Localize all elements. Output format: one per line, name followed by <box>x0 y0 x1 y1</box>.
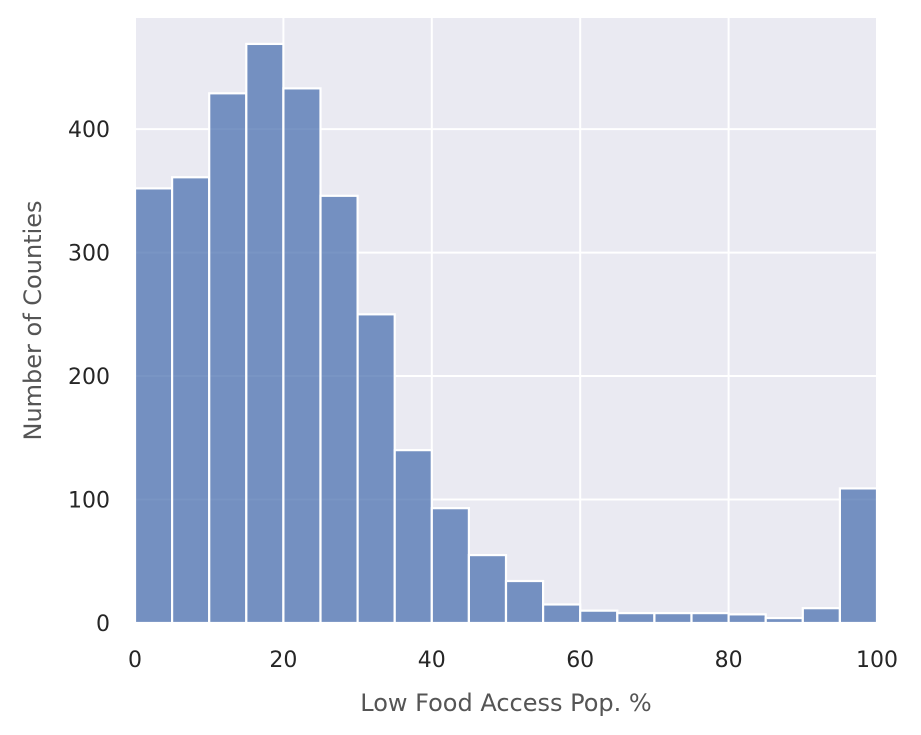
x-tick-label-5: 100 <box>856 648 898 673</box>
bar-10 <box>504 579 545 625</box>
x-tick-label-0: 0 <box>128 648 142 673</box>
bar-11 <box>541 603 582 625</box>
bar-6 <box>356 313 396 625</box>
y-axis-label: Number of Counties <box>19 200 47 440</box>
bar-1 <box>171 176 211 625</box>
x-tick-label-4: 80 <box>715 648 743 673</box>
bar-0 <box>133 187 174 625</box>
bar-17 <box>764 616 804 625</box>
bar-15 <box>690 612 730 625</box>
bars-group <box>133 42 879 625</box>
x-tick-labels: 0 20 40 60 80 100 <box>128 648 898 673</box>
bar-7 <box>393 449 433 625</box>
bar-2 <box>208 92 248 625</box>
bar-9 <box>467 553 508 625</box>
bar-5 <box>319 194 359 625</box>
bar-14 <box>653 612 693 625</box>
x-tick-label-2: 40 <box>418 648 446 673</box>
x-tick-label-3: 60 <box>566 648 594 673</box>
x-tick-label-1: 20 <box>269 648 297 673</box>
x-axis-label: Low Food Access Pop. % <box>360 689 651 717</box>
y-tick-label-4: 400 <box>68 118 110 143</box>
y-tick-label-0: 0 <box>96 612 110 637</box>
bar-3 <box>245 42 285 625</box>
bar-16 <box>727 613 767 625</box>
y-tick-label-2: 200 <box>68 365 110 390</box>
y-tick-labels: 0 100 200 300 400 <box>68 118 110 637</box>
y-tick-label-1: 100 <box>68 489 110 514</box>
bar-4 <box>282 87 322 625</box>
y-tick-label-3: 300 <box>68 242 110 267</box>
bar-8 <box>430 507 470 625</box>
bar-18 <box>801 607 841 625</box>
bar-13 <box>616 612 656 625</box>
bar-12 <box>579 609 619 625</box>
bar-19 <box>838 487 879 625</box>
